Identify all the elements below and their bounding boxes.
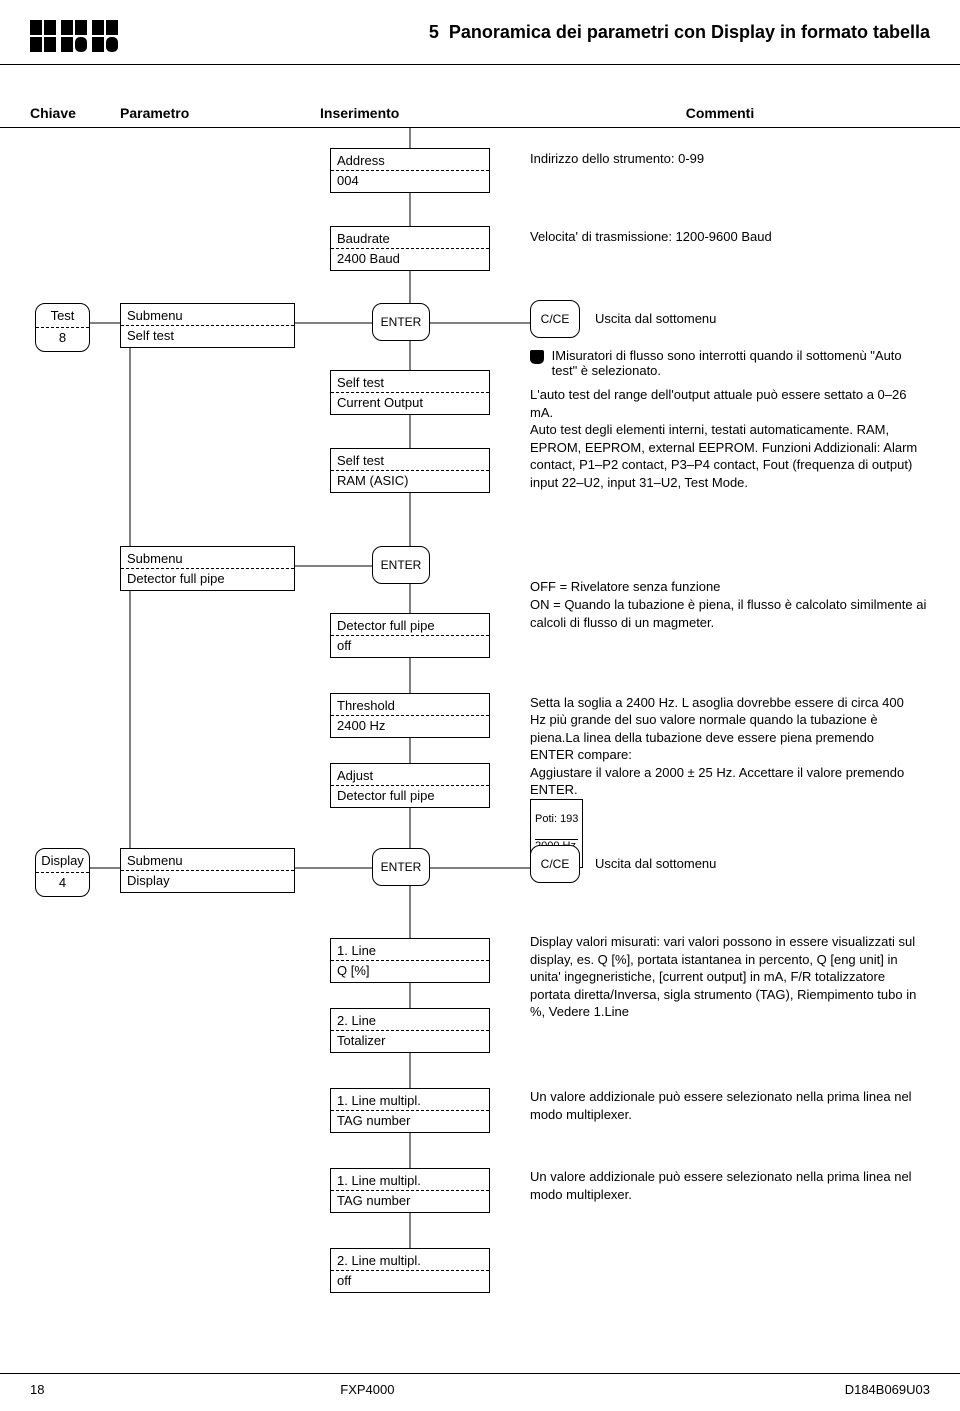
value: Detector full pipe — [337, 788, 483, 803]
label: Submenu — [127, 551, 288, 566]
label: 1. Line — [337, 943, 483, 958]
label: Submenu — [127, 853, 288, 868]
comment-multipl-a: Un valore addizionale può essere selezio… — [530, 1088, 930, 1123]
enter-button[interactable]: ENTER — [372, 303, 430, 341]
key-num: 4 — [36, 875, 89, 892]
col-header-chiave: Chiave — [30, 105, 120, 121]
param-line1m-a: 1. Line multipl. TAG number — [330, 1088, 490, 1133]
label: Address — [337, 153, 483, 168]
param-line1m-b: 1. Line multipl. TAG number — [330, 1168, 490, 1213]
label: Submenu — [127, 308, 288, 323]
comment-selftest-body: L'auto test del range dell'output attual… — [530, 386, 920, 491]
label: Threshold — [337, 698, 483, 713]
comment-threshold: Setta la soglia a 2400 Hz. L asoglia dov… — [530, 676, 920, 868]
key-label: Test — [36, 308, 89, 325]
table-header-row: Chiave Parametro Inserimento Commenti — [0, 65, 960, 128]
value: Display — [127, 873, 288, 888]
label: Adjust — [337, 768, 483, 783]
col-header-comm: Commenti — [510, 105, 930, 121]
hand-icon — [530, 350, 544, 364]
comment-baudrate: Velocita' di trasmissione: 1200-9600 Bau… — [530, 228, 930, 246]
value: Self test — [127, 328, 288, 343]
comment-multipl-b: Un valore addizionale può essere selezio… — [530, 1168, 930, 1203]
value: 2400 Hz — [337, 718, 483, 733]
comment-det-off-2: ON = Quando la tubazione è piena, il flu… — [530, 596, 930, 631]
value: off — [337, 1273, 483, 1288]
param-line2m: 2. Line multipl. off — [330, 1248, 490, 1293]
label: 1. Line multipl. — [337, 1173, 483, 1188]
col-header-inser: Inserimento — [320, 105, 510, 121]
hand-text: IMisuratori di flusso sono interrotti qu… — [552, 348, 922, 378]
page-footer: 18 FXP4000 D184B069U03 — [0, 1373, 960, 1397]
page-number: 18 — [30, 1382, 90, 1397]
page-header: 5 Panoramica dei parametri con Display i… — [0, 0, 960, 65]
value: Totalizer — [337, 1033, 483, 1048]
label: Self test — [337, 375, 483, 390]
page-title: 5 Panoramica dei parametri con Display i… — [120, 20, 930, 43]
label: Self test — [337, 453, 483, 468]
comment-hand: IMisuratori di flusso sono interrotti qu… — [530, 348, 930, 378]
comment-uscita-2: Uscita dal sottomenu — [595, 855, 895, 873]
param-selftest-ram: Self test RAM (ASIC) — [330, 448, 490, 493]
comment-address: Indirizzo dello strumento: 0-99 — [530, 150, 930, 168]
comment-det-off-1: OFF = Rivelatore senza funzione — [530, 578, 930, 596]
param-det-off: Detector full pipe off — [330, 613, 490, 658]
abb-logo — [30, 20, 120, 54]
param-line1: 1. Line Q [%] — [330, 938, 490, 983]
product-name: FXP4000 — [90, 1382, 845, 1397]
enter-button-2[interactable]: ENTER — [372, 546, 430, 584]
param-selftest-co: Self test Current Output — [330, 370, 490, 415]
submenu-detector: Submenu Detector full pipe — [120, 546, 295, 591]
value: RAM (ASIC) — [337, 473, 483, 488]
cce-button[interactable]: C/CE — [530, 300, 580, 338]
value: off — [337, 638, 483, 653]
cce-button-2[interactable]: C/CE — [530, 845, 580, 883]
value: Q [%] — [337, 963, 483, 978]
enter-button-3[interactable]: ENTER — [372, 848, 430, 886]
param-threshold: Threshold 2400 Hz — [330, 693, 490, 738]
value: Current Output — [337, 395, 483, 410]
key-test: Test 8 — [35, 303, 90, 352]
param-line2: 2. Line Totalizer — [330, 1008, 490, 1053]
doc-number: D184B069U03 — [845, 1382, 930, 1397]
label: 2. Line multipl. — [337, 1253, 483, 1268]
value: TAG number — [337, 1113, 483, 1128]
value: Detector full pipe — [127, 571, 288, 586]
param-baudrate: Baudrate 2400 Baud — [330, 226, 490, 271]
col-header-param: Parametro — [120, 105, 320, 121]
param-address: Address 004 — [330, 148, 490, 193]
key-label: Display — [36, 853, 89, 870]
key-display: Display 4 — [35, 848, 90, 897]
label: 1. Line multipl. — [337, 1093, 483, 1108]
diagram-area: Address 004 Indirizzo dello strumento: 0… — [0, 128, 960, 1278]
value: TAG number — [337, 1193, 483, 1208]
submenu-self-test: Submenu Self test — [120, 303, 295, 348]
value: 2400 Baud — [337, 251, 483, 266]
comment-uscita: Uscita dal sottomenu — [595, 310, 895, 328]
param-adjust: Adjust Detector full pipe — [330, 763, 490, 808]
submenu-display: Submenu Display — [120, 848, 295, 893]
label: Baudrate — [337, 231, 483, 246]
label: 2. Line — [337, 1013, 483, 1028]
label: Detector full pipe — [337, 618, 483, 633]
value: 004 — [337, 173, 483, 188]
comment-line1: Display valori misurati: vari valori pos… — [530, 933, 920, 1021]
key-num: 8 — [36, 330, 89, 347]
